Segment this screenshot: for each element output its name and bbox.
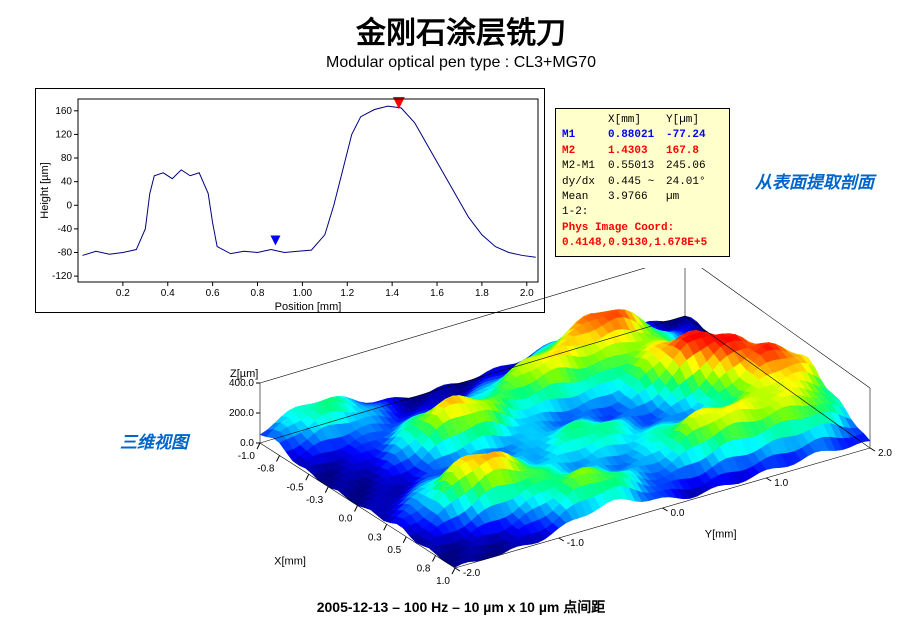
svg-text:160: 160 xyxy=(55,106,72,117)
svg-text:X[mm]: X[mm] xyxy=(274,555,306,567)
phys-value: 0.4148,0.9130,1.678E+5 xyxy=(562,236,723,251)
svg-text:Height [µm]: Height [µm] xyxy=(39,162,51,218)
svg-text:-0.8: -0.8 xyxy=(257,464,275,475)
svg-text:0: 0 xyxy=(66,200,72,211)
info-header-x: X[mm] xyxy=(608,113,666,128)
info-row: M2-M10.55013245.06 xyxy=(562,159,723,174)
info-panel: X[mm] Y[µm] M10.88021-77.24M21.4303167.8… xyxy=(555,108,730,257)
info-header-y: Y[µm] xyxy=(666,113,699,128)
svg-text:0.3: 0.3 xyxy=(368,532,382,543)
svg-text:Y[mm]: Y[mm] xyxy=(705,529,737,541)
info-row: dy/dx0.445 ~24.01° xyxy=(562,175,723,190)
info-row: M10.88021-77.24 xyxy=(562,128,723,143)
annotation-extract: 从表面提取剖面 xyxy=(755,168,874,193)
main-title: 金刚石涂层铣刀 xyxy=(0,8,922,52)
svg-text:1.0: 1.0 xyxy=(436,576,450,587)
svg-text:-40: -40 xyxy=(58,224,73,235)
subtitle: Modular optical pen type : CL3+MG70 xyxy=(0,54,922,72)
svg-text:-80: -80 xyxy=(58,247,73,258)
svg-text:-120: -120 xyxy=(52,271,72,282)
svg-text:-1.0: -1.0 xyxy=(238,451,256,462)
svg-text:-2.0: -2.0 xyxy=(463,568,481,579)
annotation-3dview: 三维视图 xyxy=(120,428,188,453)
svg-text:80: 80 xyxy=(61,153,73,164)
svg-text:120: 120 xyxy=(55,129,72,140)
svg-text:0.8: 0.8 xyxy=(417,564,431,575)
svg-text:-0.5: -0.5 xyxy=(287,482,305,493)
svg-text:-0.3: -0.3 xyxy=(306,495,324,506)
info-row: Mean 1-2:3.9766µm xyxy=(562,190,723,221)
svg-text:0.5: 0.5 xyxy=(387,545,401,556)
svg-text:0.0: 0.0 xyxy=(339,514,353,525)
phys-label: Phys Image Coord: xyxy=(562,221,723,236)
svg-text:0.0: 0.0 xyxy=(240,438,254,449)
svg-text:1.0: 1.0 xyxy=(774,478,788,489)
info-row: M21.4303167.8 xyxy=(562,144,723,159)
svg-text:40: 40 xyxy=(61,177,73,188)
svg-text:200.0: 200.0 xyxy=(229,408,254,419)
svg-text:-1.0: -1.0 xyxy=(567,538,585,549)
svg-text:2.0: 2.0 xyxy=(878,448,892,459)
svg-text:0.4: 0.4 xyxy=(161,288,175,299)
svg-text:0.0: 0.0 xyxy=(671,508,685,519)
footer-caption: 2005-12-13 – 100 Hz – 10 µm x 10 µm 点间距 xyxy=(0,597,922,617)
svg-text:0.2: 0.2 xyxy=(116,288,130,299)
svg-text:Z[µm]: Z[µm] xyxy=(230,368,258,380)
surface-3d-plot: 0.0200.0400.0Z[µm]-1.0-0.8-0.5-0.30.00.3… xyxy=(205,268,910,588)
